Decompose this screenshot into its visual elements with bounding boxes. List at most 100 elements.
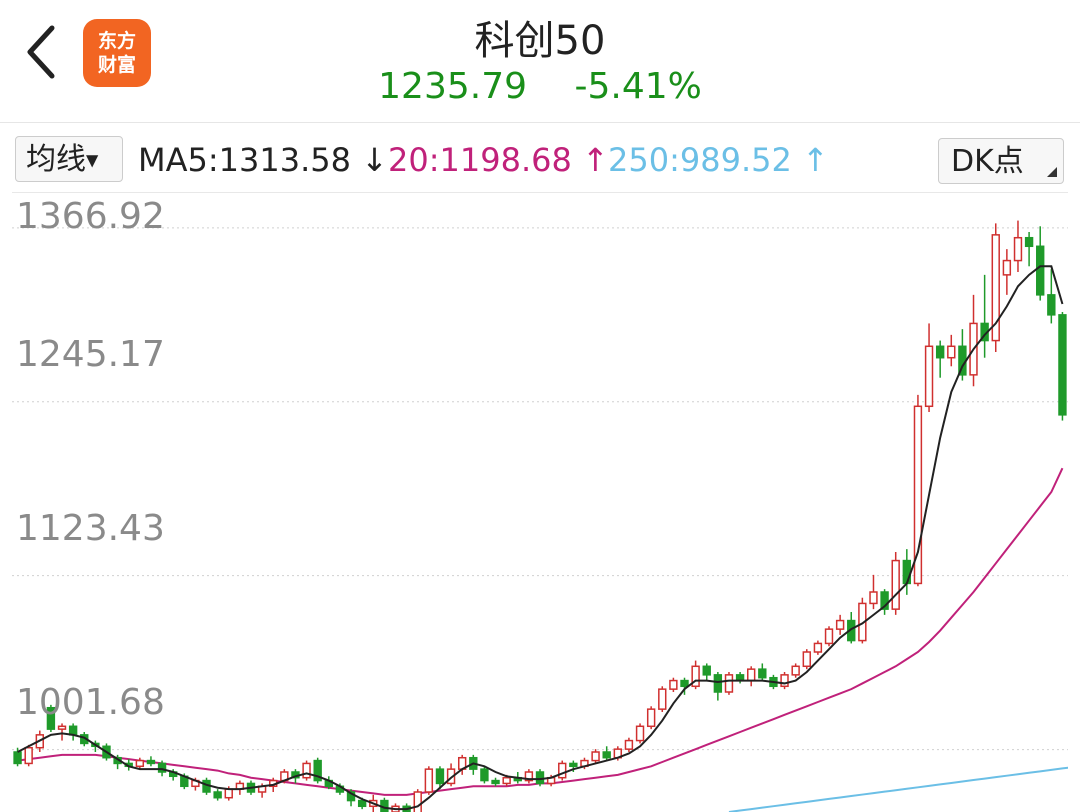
candle <box>313 757 322 784</box>
candle-body <box>680 679 689 688</box>
candle <box>735 672 745 684</box>
candle-body <box>802 651 811 668</box>
corner-triangle-icon <box>1047 167 1057 177</box>
candle <box>302 760 311 781</box>
candle-body <box>524 771 534 782</box>
y-label-3: 1123.43 <box>16 508 165 549</box>
candle-body <box>935 345 945 359</box>
candle-body <box>913 405 923 585</box>
candle-body <box>413 791 422 812</box>
candle-body <box>658 688 667 710</box>
y-label-1: 1366.92 <box>16 196 165 237</box>
logo-line1: 东方 <box>97 30 136 52</box>
candle-body <box>635 725 645 742</box>
candle <box>780 672 789 690</box>
candle-body <box>558 762 567 779</box>
candle-body <box>758 668 767 679</box>
ma250-value: 250:989.52 ↑ <box>608 141 829 179</box>
candle-body <box>835 619 845 630</box>
candle-body <box>313 759 322 782</box>
candle-body <box>135 759 145 768</box>
dropdown-triangle-icon: ▼ <box>86 150 99 170</box>
candle-body <box>1002 259 1012 276</box>
candle-body <box>780 674 789 688</box>
candle-body <box>902 559 912 585</box>
ma5-layer <box>17 265 1064 811</box>
header: 东方 财富 科创50 1235.79 -5.41% <box>0 0 1080 123</box>
candle-body <box>24 746 33 765</box>
candle <box>235 780 245 795</box>
indicator-toolbar: 均线▼ MA5:1313.58 ↓ 20:1198.68 ↑ 250:989.5… <box>0 130 1080 190</box>
app-logo[interactable]: 东方 财富 <box>83 19 151 87</box>
candle-body <box>624 739 634 750</box>
candle <box>747 666 756 687</box>
candle-body <box>591 751 600 762</box>
candle <box>591 749 600 764</box>
candle <box>758 663 767 681</box>
candle <box>724 672 734 695</box>
candle-body <box>991 234 1000 342</box>
candle <box>135 757 145 770</box>
ma20-value: 20:1198.68 ↑ <box>388 141 609 179</box>
candle <box>24 744 33 767</box>
page-title: 科创50 <box>474 18 606 64</box>
kline-chart[interactable] <box>12 192 1068 812</box>
candle-body <box>813 642 823 653</box>
candle <box>991 223 1000 352</box>
candle-body <box>491 779 500 785</box>
price-change: -5.41% <box>574 66 702 107</box>
candle <box>835 614 845 635</box>
candle-body <box>691 665 700 688</box>
ma-button-label: 均线 <box>26 142 86 177</box>
candle-body <box>924 345 934 408</box>
candle-body <box>357 799 367 808</box>
candle-body <box>1058 314 1067 416</box>
candle <box>713 672 723 701</box>
candle-body <box>13 751 22 765</box>
candle <box>969 294 978 387</box>
candle-body <box>213 791 222 799</box>
candle-body <box>1036 245 1045 296</box>
ma-dropdown-button[interactable]: 均线▼ <box>15 136 123 182</box>
candle <box>680 677 689 695</box>
candle <box>935 340 945 378</box>
candle-body <box>824 628 834 645</box>
candle-body <box>646 708 656 728</box>
candle <box>491 777 500 787</box>
candle <box>46 704 56 732</box>
dk-point-button[interactable]: DK点 <box>938 138 1064 184</box>
ma20-layer <box>17 467 1064 796</box>
candle <box>635 723 645 744</box>
candle-body <box>791 665 800 676</box>
candle-body <box>747 668 756 682</box>
candle <box>1002 249 1012 295</box>
candle-body <box>480 768 489 782</box>
candle-body <box>46 706 56 730</box>
candle <box>891 552 900 615</box>
ma5-line <box>17 265 1064 811</box>
candle-body <box>502 776 511 785</box>
back-icon[interactable] <box>22 22 62 82</box>
candle <box>669 677 678 692</box>
candle-body <box>947 345 956 359</box>
quote-line: 1235.79 -5.41% <box>0 66 1080 107</box>
current-price: 1235.79 <box>378 66 528 107</box>
candle-body <box>1024 236 1034 248</box>
ma20-line <box>17 467 1064 796</box>
candle <box>68 723 78 741</box>
candle-body <box>713 674 723 693</box>
candle-body <box>569 762 578 768</box>
y-label-4: 1001.68 <box>16 682 165 723</box>
candles-layer <box>13 220 1067 812</box>
candle <box>558 760 567 781</box>
ma5-value: MA5:1313.58 ↓ <box>138 141 388 179</box>
dk-button-label: DK点 <box>951 144 1024 179</box>
candle-body <box>57 725 67 730</box>
candle-body <box>724 674 734 693</box>
candle <box>924 323 934 412</box>
candle <box>1013 220 1023 272</box>
chart-grid <box>12 192 1068 751</box>
candle <box>1047 269 1056 324</box>
ma250-line <box>728 766 1068 812</box>
candle-body <box>702 665 711 676</box>
